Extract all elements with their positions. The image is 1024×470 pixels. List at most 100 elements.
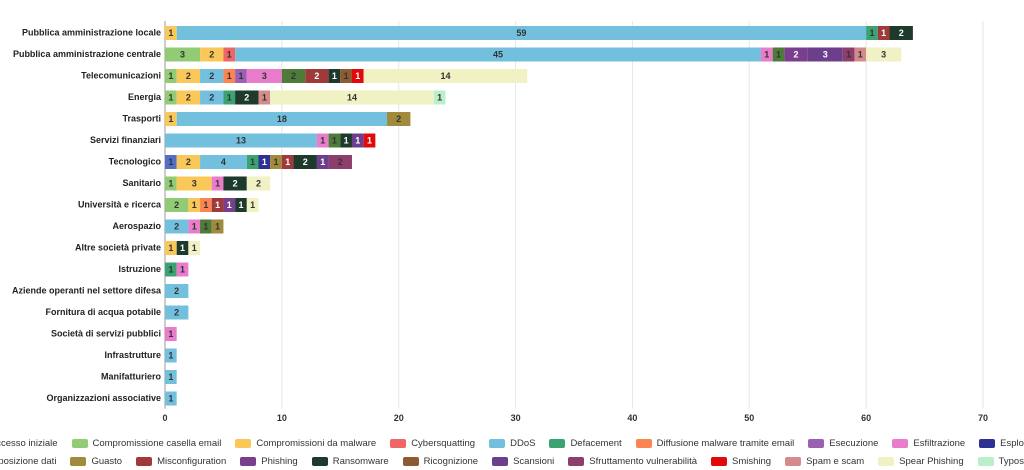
x-tick-label: 40 <box>627 413 637 423</box>
legend-label: Guasto <box>91 456 123 467</box>
bar-segment <box>258 90 271 105</box>
bar-segment <box>165 327 177 341</box>
data-label: 1 <box>227 49 232 59</box>
bar-segment <box>235 90 259 105</box>
legend-swatch <box>878 457 895 466</box>
legend-item[interactable]: Esposizione dati <box>0 456 56 467</box>
legend-item[interactable]: Compromissioni da malware <box>235 438 376 449</box>
legend-item[interactable]: Compromissione casella email <box>71 438 221 449</box>
bar-segment <box>176 112 388 126</box>
legend-item[interactable]: Ricognizione <box>402 456 478 467</box>
data-label: 1 <box>168 178 173 188</box>
data-label: 1 <box>203 200 208 210</box>
bar-segment <box>223 69 236 83</box>
data-label: 2 <box>209 49 214 59</box>
legend-item[interactable]: Esecuzione <box>808 438 878 449</box>
legend-item[interactable]: Smishing <box>711 456 771 467</box>
legend: Accesso iniziale Compromissione casella e… <box>0 438 1024 449</box>
legend-item[interactable]: Sfruttamento vulnerabilità <box>568 456 697 467</box>
bar-segment <box>351 133 364 148</box>
data-label: 1 <box>168 372 173 382</box>
data-label: 1 <box>355 135 360 145</box>
legend-item[interactable]: Scansioni <box>492 456 554 467</box>
legend-label: Esposizione dati <box>0 456 57 467</box>
data-label: 59 <box>516 28 526 38</box>
data-label: 1 <box>168 28 173 38</box>
y-tick-label: Organizzazioni associative <box>46 393 161 403</box>
legend-item[interactable]: Diffusione malware tramite email <box>635 438 794 449</box>
legend-label: Smishing <box>732 456 772 467</box>
data-label: 1 <box>858 49 863 59</box>
data-label: 1 <box>168 114 173 124</box>
y-tick-label: Università e ricerca <box>78 199 162 209</box>
data-label: 1 <box>869 28 874 38</box>
y-tick-label: Aerospazio <box>112 221 161 231</box>
data-label: 2 <box>794 49 799 59</box>
bar-segment <box>387 112 411 126</box>
bar-segment <box>165 69 177 83</box>
legend-item[interactable]: Typosquatting <box>977 456 1024 467</box>
legend-swatch <box>70 457 87 466</box>
bar-segment <box>200 155 247 169</box>
legend-label: Esfiltrazione <box>913 438 966 449</box>
data-label: 1 <box>846 49 851 59</box>
data-label: 1 <box>881 28 886 38</box>
data-label: 2 <box>209 71 214 81</box>
data-label: 1 <box>180 243 185 253</box>
y-tick-label: Istruzione <box>118 264 161 274</box>
data-label: 1 <box>238 71 243 81</box>
legend-item[interactable]: Spam e scam <box>785 456 864 467</box>
legend-item[interactable]: Misconfiguration <box>136 456 226 467</box>
bar-segment <box>305 69 329 83</box>
data-label: 3 <box>262 71 267 81</box>
bar-segment <box>246 155 259 169</box>
bar-segment <box>188 219 201 234</box>
legend-item[interactable]: Phishing <box>240 456 298 467</box>
bar-segment <box>281 155 294 169</box>
bar-segment <box>165 391 177 406</box>
x-tick-label: 30 <box>511 413 521 423</box>
legend-swatch <box>711 457 728 466</box>
legend-swatch <box>311 457 328 466</box>
legend-item[interactable]: Spear Phishing <box>878 456 964 467</box>
data-label: 1 <box>203 221 208 231</box>
y-tick-label: Telecomunicazioni <box>81 70 161 80</box>
data-label: 1 <box>168 264 173 274</box>
legend-item[interactable]: Esfiltrazione <box>892 438 965 449</box>
bar-segment <box>223 198 236 212</box>
bar-segment <box>188 241 201 255</box>
data-label: 1 <box>367 135 372 145</box>
legend-item[interactable]: Accesso iniziale <box>0 438 58 449</box>
data-label: 18 <box>277 114 287 124</box>
x-tick-label: 60 <box>861 413 871 423</box>
data-label: 1 <box>355 71 360 81</box>
bar-segment <box>200 69 224 83</box>
data-label: 3 <box>180 49 185 59</box>
legend-item[interactable]: Defacement <box>549 438 622 449</box>
x-tick-label: 50 <box>744 413 754 423</box>
y-tick-label: Energia <box>128 92 162 102</box>
legend-swatch <box>492 457 509 466</box>
y-tick-label: Tecnologico <box>109 156 162 166</box>
bar-segment <box>246 69 282 83</box>
data-label: 1 <box>192 221 197 231</box>
legend-item[interactable]: Ransomware <box>311 456 389 467</box>
bar-segment <box>246 198 259 212</box>
y-tick-label: Manifatturiero <box>101 371 162 381</box>
legend-item[interactable]: Cybersquatting <box>390 438 475 449</box>
data-label: 1 <box>215 221 220 231</box>
bar-segment <box>235 47 761 62</box>
legend-item[interactable]: Guasto <box>70 456 122 467</box>
legend-item[interactable]: Esplorazione <box>979 438 1024 449</box>
bar-segment <box>211 219 224 234</box>
x-tick-label: 20 <box>394 413 404 423</box>
bar-segment <box>807 47 843 62</box>
y-tick-label: Trasporti <box>122 113 161 123</box>
data-label: 4 <box>221 157 226 167</box>
legend-item[interactable]: DDoS <box>489 438 535 449</box>
legend-swatch <box>808 439 825 448</box>
bar-segment <box>316 155 329 169</box>
data-label: 1 <box>192 243 197 253</box>
data-label: 2 <box>338 157 343 167</box>
data-label: 14 <box>440 71 450 81</box>
